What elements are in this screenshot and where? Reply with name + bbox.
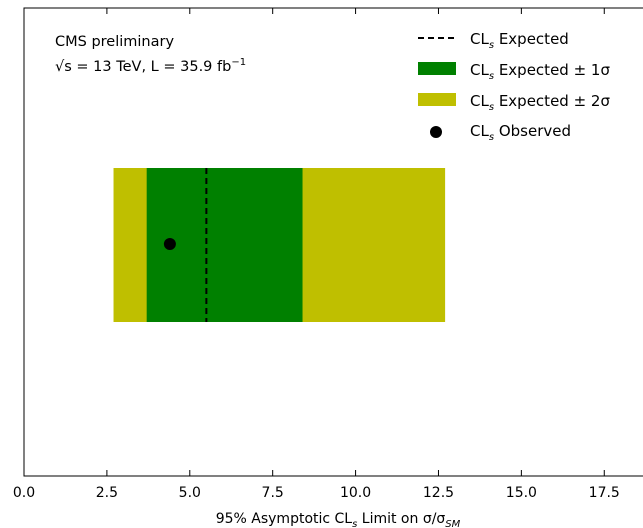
- annotation-title: CMS preliminary: [55, 34, 174, 50]
- x-axis-label-prefix: 95% Asymptotic CL: [216, 511, 353, 527]
- legend-1sigma-sub: s: [489, 71, 494, 82]
- legend-expected-label: CLs Expected: [470, 30, 569, 51]
- legend-2sigma-base: CL: [470, 92, 489, 110]
- legend-observed-base: CL: [470, 122, 489, 140]
- annotation-energy: = 13 TeV, L = 35.9 fb: [72, 59, 232, 75]
- legend-expected-sub: s: [489, 40, 494, 51]
- legend-1sigma-swatch: [418, 62, 456, 75]
- legend-observed-rest: Observed: [494, 122, 571, 140]
- legend-2sigma-rest: Expected ± 2σ: [494, 92, 610, 110]
- annotation-energy-lumi: √s = 13 TeV, L = 35.9 fb−1: [55, 57, 246, 75]
- x-axis-ticks: 0.0 2.5 5.0 7.5 10.0 12.5 15.0 17.5: [13, 8, 620, 501]
- legend-2sigma-sub: s: [489, 102, 494, 113]
- legend-2sigma-swatch: [418, 93, 456, 106]
- legend-observed-label: CLs Observed: [470, 122, 571, 143]
- observed-point: [163, 238, 176, 250]
- x-tick-label: 0.0: [13, 485, 35, 501]
- legend-expected-base: CL: [470, 30, 489, 48]
- legend: CLs Expected CLs Expected ± 1σ CLs Expec…: [418, 30, 610, 143]
- legend-1sigma-rest: Expected ± 1σ: [494, 61, 610, 79]
- annotation-sup: −1: [231, 57, 246, 68]
- legend-observed-sub: s: [489, 132, 494, 143]
- x-tick-label: 7.5: [262, 485, 284, 501]
- x-axis-label-sub: s: [352, 519, 357, 528]
- x-tick-label: 10.0: [340, 485, 371, 501]
- legend-1sigma-label: CLs Expected ± 1σ: [470, 61, 610, 82]
- x-tick-label: 15.0: [506, 485, 537, 501]
- annotation: CMS preliminary √s = 13 TeV, L = 35.9 fb…: [55, 34, 246, 75]
- legend-2sigma-label: CLs Expected ± 2σ: [470, 92, 610, 113]
- x-axis-label-sub2: SM: [445, 519, 460, 528]
- annotation-sqrt: √s: [55, 59, 72, 75]
- x-tick-label: 2.5: [96, 485, 118, 501]
- legend-observed-marker: [430, 126, 442, 138]
- x-tick-label: 12.5: [423, 485, 454, 501]
- bands-group: [113, 168, 446, 322]
- x-axis-label-mid: Limit on σ/σ: [357, 511, 445, 527]
- legend-expected-rest: Expected: [494, 30, 569, 48]
- x-tick-label: 17.5: [589, 485, 620, 501]
- legend-1sigma-base: CL: [470, 61, 489, 79]
- plot-frame: [23, 7, 643, 477]
- x-axis-label: 95% Asymptotic CLs Limit on σ/σSM: [216, 511, 461, 528]
- x-tick-label: 5.0: [179, 485, 201, 501]
